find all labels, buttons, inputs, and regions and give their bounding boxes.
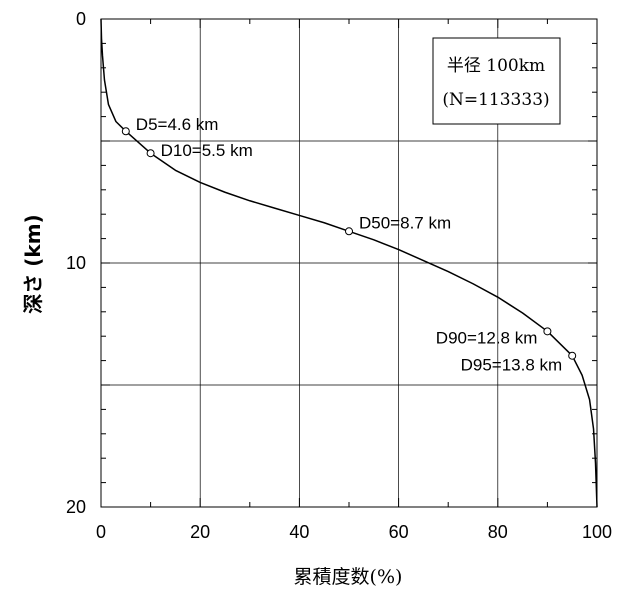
x-axis-label: 累積度数(%) [294,566,403,588]
legend-box [432,37,561,125]
annotation-label: D50=8.7 km [359,213,451,232]
y-axis-label: 深さ (km) [21,214,45,313]
ticks [100,18,598,508]
x-tick-label: 80 [488,522,508,542]
legend-line2: (N=113333) [442,90,549,110]
tick-labels: 0 20 40 60 80 100 0 10 20 [66,9,612,542]
x-tick-label: 40 [289,522,309,542]
annotation-label: D5=4.6 km [136,115,219,134]
x-tick-label: 60 [389,522,409,542]
annotation-marker [146,149,155,158]
legend: 半径 100km (N=113333) [432,37,561,125]
annotation-marker [121,127,130,136]
annotation-label: D95=13.8 km [461,356,563,375]
y-tick-label: 20 [66,497,86,517]
annotation-marker [568,351,577,360]
y-tick-label: 10 [66,253,86,273]
y-tick-label: 0 [76,9,86,29]
x-tick-label: 100 [582,522,612,542]
annotation-marker [345,227,353,236]
x-tick-label: 0 [96,522,106,542]
x-tick-label: 20 [190,522,210,542]
annotation-label: D90=12.8 km [436,328,538,347]
annotation-label: D10=5.5 km [161,141,253,160]
annotation-marker [543,327,552,336]
annotations: D5=4.6 km D10=5.5 km D50=8.7 km D90=12.8 km… [121,115,577,375]
legend-line1: 半径 100km [447,56,545,76]
